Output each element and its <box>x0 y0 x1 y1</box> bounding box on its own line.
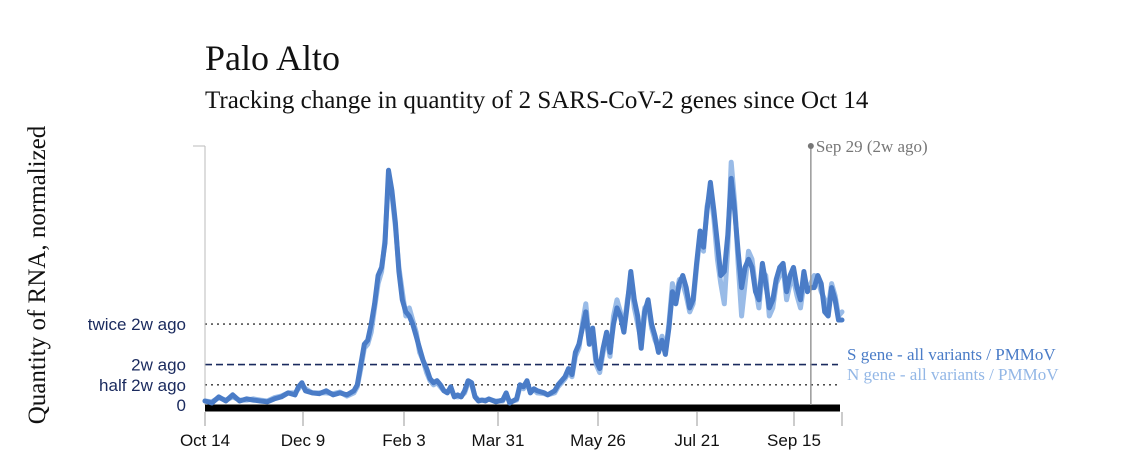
chart-subtitle: Tracking change in quantity of 2 SARS-Co… <box>205 87 869 114</box>
y-axis-label: Quantity of RNA, normalized <box>24 125 51 424</box>
x-tick-label: Feb 3 <box>382 431 425 450</box>
x-tick-label: Dec 9 <box>281 431 325 450</box>
y-tick-label: 2w ago <box>131 356 186 375</box>
axes: Oct 14 Dec 9 Feb 3 Mar 31 May 26 Jul 21 Sep 15 <box>180 145 843 450</box>
y-tick-label: 0 <box>177 396 186 415</box>
x-tick-label: Jul 21 <box>674 431 719 450</box>
series-line-n-gene <box>202 159 845 405</box>
series-line-s-gene <box>202 167 845 406</box>
x-tick-label: Oct 14 <box>180 431 230 450</box>
y-tick-label: twice 2w ago <box>88 315 186 334</box>
marker-dot <box>807 143 814 149</box>
x-tick-label: Sep 15 <box>767 431 821 450</box>
chart-title: Palo Alto <box>205 38 340 78</box>
marker-label: Sep 29 (2w ago) <box>816 137 928 156</box>
x-tick-label: Mar 31 <box>472 431 525 450</box>
legend-n-gene: N gene - all variants / PMMoV <box>847 365 1059 384</box>
legend-s-gene: S gene - all variants / PMMoV <box>847 345 1056 364</box>
series-layer <box>202 159 845 406</box>
x-tick-label: May 26 <box>570 431 626 450</box>
y-tick-label: half 2w ago <box>99 376 186 395</box>
marker-layer: Sep 29 (2w ago) <box>807 137 928 405</box>
